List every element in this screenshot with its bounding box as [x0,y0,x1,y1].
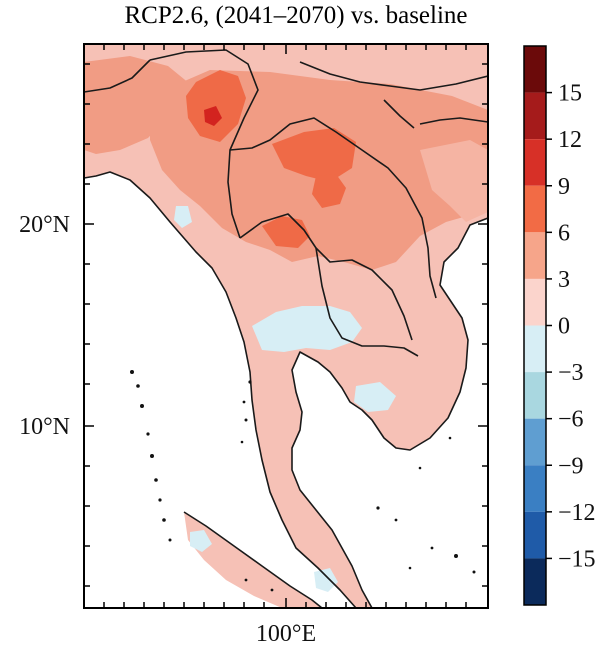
warming-peak-yunnan [204,106,222,126]
cooling-zone-cambodia [354,382,396,412]
colorbar-tick-label: −12 [558,500,596,526]
colorbar-bin [524,465,546,512]
warming-zone-laos-south [312,174,346,208]
colorbar-bin [524,185,546,233]
colorbar-tick-label: −9 [558,453,584,479]
left-ticks [84,63,94,587]
colorbar-tick-label: −3 [558,360,584,386]
country-borders [84,49,488,608]
cooling-zone-myanmar [174,206,192,228]
cooling-zone-sumatra [190,530,212,552]
colorbar-tick-label: 0 [558,314,570,340]
cooling-zone-central-thailand [252,306,362,352]
warming-zone-west [84,56,190,154]
lat-label-20n: 20°N [19,212,70,238]
colorbar-bin [524,232,546,279]
colorbar-bin [524,139,546,186]
lon-label-100e: 100°E [256,621,316,647]
cooling-zone-malaya [314,568,338,592]
colorbar-tick-label: −15 [558,546,596,572]
colorbar-tick-label: 12 [558,127,582,153]
colorbar-bin [524,278,546,326]
colorbar-bin [524,511,546,559]
colorbar-tick-label: 15 [558,81,582,107]
colorbar-tick-label: 3 [558,267,570,293]
colorbar [523,45,547,606]
warming-zone-east [420,140,488,222]
colorbar-tick-label: 9 [558,174,570,200]
top-ticks [103,44,467,54]
colorbar-ticks: 15 12 9 6 3 0 −3 −6 −9 −12 −15 [546,81,596,572]
colorbar-bin [524,325,546,373]
bottom-ticks [103,598,467,608]
colorbar-bin [524,92,546,140]
right-ticks [478,63,488,587]
colorbar-bin [524,558,546,605]
colorbar-tick-label: 6 [558,220,570,246]
map-area [84,44,488,608]
colorbar-tick-label: −6 [558,407,584,433]
colorbar-bin [524,418,546,466]
colorbar-bin [524,372,546,419]
colorbar-bin [524,46,546,93]
warming-zone-laos [272,128,356,182]
lat-label-10n: 10°N [19,414,70,440]
island-dots [130,370,476,592]
map-title: RCP2.6, (2041–2070) vs. baseline [124,2,468,29]
